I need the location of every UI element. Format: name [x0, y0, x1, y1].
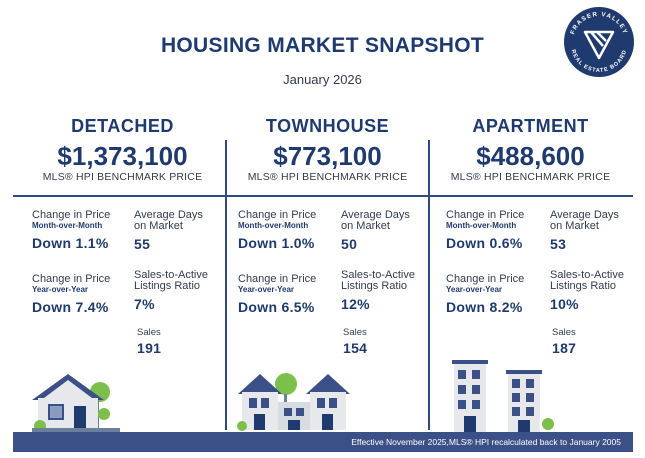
- stat-label-2: Listings Ratio: [550, 280, 617, 292]
- stat-label-2: Listings Ratio: [341, 280, 408, 292]
- detached-days-stat: Average Days on Market 55: [134, 209, 203, 253]
- stat-sublabel: Year-over-Year: [238, 285, 295, 294]
- townhouse-price: $773,100: [273, 141, 382, 171]
- detached-mom-stat: Change in Price Month-over-Month Down 1.…: [32, 209, 111, 252]
- stat-value: Down 7.4%: [32, 299, 109, 315]
- stat-sublabel: Month-over-Month: [32, 221, 103, 230]
- stat-label: Change in Price: [32, 273, 111, 285]
- stat-value: Down 8.2%: [446, 299, 523, 315]
- column-divider-2: [428, 140, 430, 430]
- detached-yoy-stat: Change in Price Year-over-Year Down 7.4%: [32, 273, 111, 316]
- apartment-yoy-stat: Change in Price Year-over-Year Down 8.2%: [446, 273, 525, 316]
- stat-sublabel: Year-over-Year: [32, 285, 89, 294]
- board-logo: FRASER VALLEY REAL ESTATE BOARD: [564, 7, 634, 77]
- stat-sublabel: Month-over-Month: [446, 221, 517, 230]
- apartment-building-icon: [452, 360, 554, 432]
- townhouse-title: TOWNHOUSE: [265, 116, 390, 136]
- detached-sales-stat: Sales 191: [137, 327, 161, 356]
- stat-label-2: on Market: [341, 220, 390, 232]
- stat-value: 154: [343, 340, 368, 356]
- stat-label: Sales-to-Active: [341, 269, 415, 281]
- stat-value: Down 0.6%: [446, 235, 523, 251]
- detached-header: DETACHED $1,373,100 MLS® HPI BENCHMARK P…: [20, 116, 225, 183]
- stat-label: Change in Price: [238, 273, 317, 285]
- stat-label: Change in Price: [32, 209, 111, 221]
- stat-label: Average Days: [134, 209, 203, 221]
- stat-value: 12%: [341, 296, 370, 312]
- apartment-price: $488,600: [476, 141, 585, 171]
- townhouse-header: TOWNHOUSE $773,100 MLS® HPI BENCHMARK PR…: [225, 116, 430, 183]
- stat-label-2: Listings Ratio: [134, 280, 201, 292]
- stat-value: 50: [341, 236, 358, 252]
- stat-value: 7%: [134, 296, 155, 312]
- stat-sublabel: Month-over-Month: [238, 221, 309, 230]
- townhouse-benchmark-label: MLS® HPI BENCHMARK PRICE: [247, 171, 408, 183]
- stat-value: 10%: [550, 296, 579, 312]
- stat-value: 187: [552, 340, 577, 356]
- townhouse-mom-stat: Change in Price Month-over-Month Down 1.…: [238, 209, 317, 252]
- apartment-benchmark-label: MLS® HPI BENCHMARK PRICE: [450, 171, 611, 183]
- stat-value: Down 1.1%: [32, 235, 109, 251]
- stat-label: Sales: [137, 327, 161, 338]
- apartment-ratio-stat: Sales-to-Active Listings Ratio 10%: [550, 269, 624, 313]
- detached-price: $1,373,100: [57, 141, 188, 171]
- stat-value: 191: [137, 340, 162, 356]
- stat-label: Average Days: [550, 209, 619, 221]
- stat-label: Sales-to-Active: [134, 269, 208, 281]
- stat-label-2: on Market: [134, 220, 183, 232]
- apartment-sales-stat: Sales 187: [552, 327, 576, 356]
- apartment-mom-stat: Change in Price Month-over-Month Down 0.…: [446, 209, 525, 252]
- column-divider-1: [225, 140, 227, 430]
- stat-label: Change in Price: [446, 209, 525, 221]
- townhouse-sales-stat: Sales 154: [343, 327, 367, 356]
- stat-label-2: on Market: [550, 220, 599, 232]
- stat-label: Change in Price: [238, 209, 317, 221]
- stat-value: 55: [134, 236, 151, 252]
- detached-benchmark-label: MLS® HPI BENCHMARK PRICE: [42, 171, 203, 183]
- apartment-header: APARTMENT $488,600 MLS® HPI BENCHMARK PR…: [428, 116, 633, 183]
- apartment-title: APARTMENT: [472, 116, 589, 136]
- page-title: HOUSING MARKET SNAPSHOT: [160, 34, 485, 57]
- detached-ratio-stat: Sales-to-Active Listings Ratio 7%: [134, 269, 208, 313]
- stat-sublabel: Year-over-Year: [446, 285, 503, 294]
- detached-title: DETACHED: [71, 116, 174, 136]
- stat-label: Sales-to-Active: [550, 269, 624, 281]
- footer-note: Effective November 2025,MLS® HPI recalcu…: [13, 432, 633, 452]
- townhouse-icon: [237, 373, 350, 431]
- header-divider: [13, 195, 633, 197]
- detached-house-icon: [32, 374, 120, 432]
- report-date: January 2026: [283, 72, 362, 87]
- townhouse-days-stat: Average Days on Market 50: [341, 209, 410, 253]
- stat-label: Change in Price: [446, 273, 525, 285]
- stat-value: 53: [550, 236, 567, 252]
- stat-label: Average Days: [341, 209, 410, 221]
- stat-value: Down 6.5%: [238, 299, 315, 315]
- stat-label: Sales: [552, 327, 576, 338]
- stat-label: Sales: [343, 327, 367, 338]
- townhouse-ratio-stat: Sales-to-Active Listings Ratio 12%: [341, 269, 415, 313]
- stat-value: Down 1.0%: [238, 235, 315, 251]
- townhouse-yoy-stat: Change in Price Year-over-Year Down 6.5%: [238, 273, 317, 316]
- apartment-days-stat: Average Days on Market 53: [550, 209, 619, 253]
